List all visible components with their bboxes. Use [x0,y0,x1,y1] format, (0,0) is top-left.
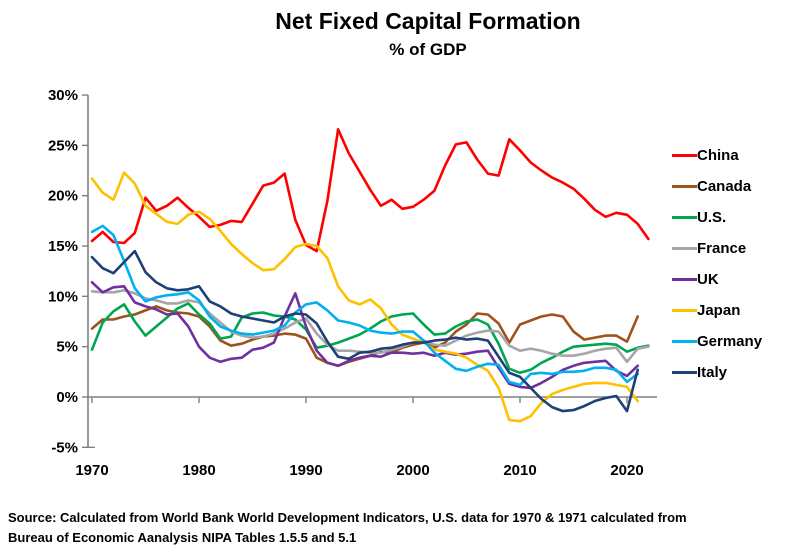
legend-label-italy: Italy [697,364,728,381]
legend-label-france: France [697,240,747,257]
legend-label-uk: UK [697,271,719,288]
legend-item-italy: Italy [672,357,762,388]
legend-swatch-france [672,247,697,250]
legend-item-uk: UK [672,264,762,295]
x-axis-label: 2020 [610,462,643,479]
chart-title: Net Fixed Capital Formation [275,8,581,34]
series-line-china [90,128,650,253]
legend-swatch-germany [672,340,697,343]
x-axis-label: 2010 [503,462,536,479]
y-axis-label: 30% [48,87,78,104]
series-line-japan [90,171,639,423]
legend-swatch-italy [672,371,697,374]
legend-label-germany: Germany [697,333,763,350]
legend-label-china: China [697,147,739,164]
x-axis-label: 2000 [396,462,429,479]
legend-label-japan: Japan [697,302,741,319]
source-line-2: Bureau of Economic Aanalysis NIPA Tables… [8,530,357,546]
legend-swatch-china [672,154,697,157]
y-axis-label: -5% [51,439,78,456]
y-axis-label: 5% [56,339,78,356]
legend-label-canada: Canada [697,178,752,195]
x-axis-label: 1990 [289,462,322,479]
chart-canvas: 30% 25% 20% 15% 10% 5% 0% -5% 1970 1980 1990 2000 20… [48,87,657,479]
legend-item-japan: Japan [672,295,762,326]
legend-swatch-japan [672,309,697,312]
legend-swatch-canada [672,185,697,188]
chart-subtitle: % of GDP [389,40,467,59]
series-line-uk [90,281,639,390]
y-axis-label: 0% [56,389,78,406]
source-line-1: Source: Calculated from World Bank World… [8,510,687,525]
y-axis-label: 10% [48,288,78,305]
source-note: Source: Calculated from World Bank World… [8,508,788,548]
legend-item-germany: Germany [672,326,762,357]
legend-swatch-us [672,216,697,219]
y-axis-label: 25% [48,137,78,154]
y-axis-label: 15% [48,238,78,255]
legend-label-us: U.S. [697,209,727,226]
legend-item-france: France [672,233,762,264]
series-line-germany [90,224,639,387]
series-line-italy [90,249,639,413]
chart-legend: China Canada U.S. France UK Japan German… [672,140,762,388]
legend-item-us: U.S. [672,202,762,233]
legend-swatch-uk [672,278,697,281]
x-axis-label: 1970 [75,462,108,479]
legend-item-china: China [672,140,762,171]
legend-item-canada: Canada [672,171,762,202]
series-line-us [90,302,650,375]
x-axis-label: 1980 [182,462,215,479]
y-axis-label: 20% [48,188,78,205]
